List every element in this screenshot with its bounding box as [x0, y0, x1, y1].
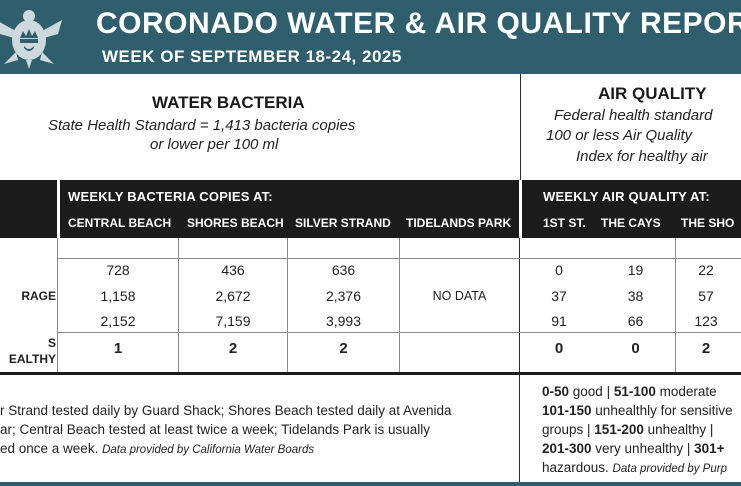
air-1st-row1: 0 [555, 262, 563, 278]
bar-divider-mid [519, 180, 522, 238]
air-bar-title: WEEKLY AIR QUALITY AT: [543, 189, 710, 204]
air-standard-line1: Federal health standard [554, 107, 713, 124]
tidelands-no-data: NO DATA [432, 289, 487, 303]
aqi-legend-line1: 0-50 good | 51-100 moderate [542, 384, 717, 399]
air-cays-row2: 38 [627, 288, 644, 304]
central-row3: 2,152 [100, 313, 136, 329]
air-cays-row3: 66 [627, 313, 644, 329]
row-label-average: RAGE [21, 289, 56, 303]
air-note-credit: Data provided by Purp [612, 463, 727, 475]
silver-row1: 636 [331, 262, 356, 278]
air-standard-line2: 100 or less Air Quality [546, 127, 693, 144]
grid-line [399, 238, 400, 372]
water-note-line1: r Strand tested daily by Guard Shack; Sh… [0, 403, 452, 418]
table-bottom-rule [0, 372, 741, 375]
silver-row4: 2 [339, 340, 348, 357]
sea-turtle-logo-icon [0, 10, 62, 69]
bacteria-bar-title: WEEKLY BACTERIA COPIES AT: [68, 189, 273, 204]
grid-line [675, 238, 676, 372]
air-1st-row4: 0 [554, 340, 564, 357]
bar-divider-left [57, 180, 60, 238]
water-standard-line1: State Health Standard = 1,413 bacteria c… [48, 117, 356, 134]
table-header-bar [0, 180, 741, 238]
air-standard-line3: Index for healthy air [576, 148, 708, 165]
water-bacteria-heading: WATER BACTERIA [152, 93, 305, 112]
air-shores-row2: 57 [698, 288, 714, 304]
air-shores-row3: 123 [694, 313, 718, 329]
grid-line [57, 332, 741, 333]
section-divider [520, 74, 521, 180]
central-row2: 1,158 [100, 288, 136, 304]
water-note-line2: ar; Central Beach tested at least twice … [0, 422, 430, 437]
row-label-unhealthy-2: EALTHY [8, 352, 56, 366]
air-shores-row1: 22 [698, 262, 714, 278]
report-week: WEEK OF SEPTEMBER 18-24, 2025 [102, 47, 402, 66]
grid-line [57, 258, 741, 259]
water-note-line3: ed once a week. Data provided by Califor… [0, 441, 315, 456]
shores-row3: 7,159 [215, 313, 251, 329]
section-divider-lower [519, 238, 520, 486]
water-standard-line2: or lower per 100 ml [150, 136, 279, 153]
col-tidelands-park: TIDELANDS PARK [406, 216, 512, 230]
water-note-credit: Data provided by California Water Boards [102, 444, 315, 456]
shores-row4: 2 [228, 340, 238, 357]
col-the-shores: THE SHO [681, 216, 735, 230]
col-shores-beach: SHORES BEACH [187, 216, 284, 230]
aqi-legend-line2: 101-150 unhealthly for sensitive [542, 403, 733, 418]
shores-row2: 2,672 [215, 288, 251, 304]
central-row4: 1 [113, 340, 123, 357]
silver-row2: 2,376 [325, 288, 362, 304]
report-header: CORONADO WATER & AIR QUALITY REPORT WEEK… [0, 0, 741, 74]
air-quality-heading: AIR QUALITY [598, 84, 707, 103]
report-title: CORONADO WATER & AIR QUALITY REPORT [96, 7, 741, 40]
col-the-cays: THE CAYS [601, 216, 661, 230]
air-1st-row2: 37 [551, 288, 567, 304]
aqi-legend-line3: groups | 151-200 unhealthy | [542, 422, 714, 437]
air-cays-row4: 0 [631, 340, 640, 357]
footer-bar [0, 482, 741, 486]
row-label-unhealthy-1: S [47, 336, 56, 350]
col-central-beach: CENTRAL BEACH [68, 216, 172, 230]
air-shores-row4: 2 [701, 340, 711, 357]
aqi-legend-line4: 201-300 very unhealthy | 301+ [542, 441, 725, 456]
grid-line [178, 238, 179, 372]
col-silver-strand: SILVER STRAND [295, 216, 391, 230]
silver-row3: 3,993 [325, 313, 362, 329]
grid-line [57, 238, 58, 372]
air-cays-row1: 19 [627, 262, 644, 278]
grid-line [287, 238, 288, 372]
aqi-legend-line5: hazardous. Data provided by Purp [542, 460, 727, 475]
central-row1: 728 [106, 262, 130, 278]
col-1st-st: 1ST ST. [543, 216, 586, 230]
shores-row1: 436 [221, 262, 245, 278]
air-1st-row3: 91 [551, 313, 567, 329]
